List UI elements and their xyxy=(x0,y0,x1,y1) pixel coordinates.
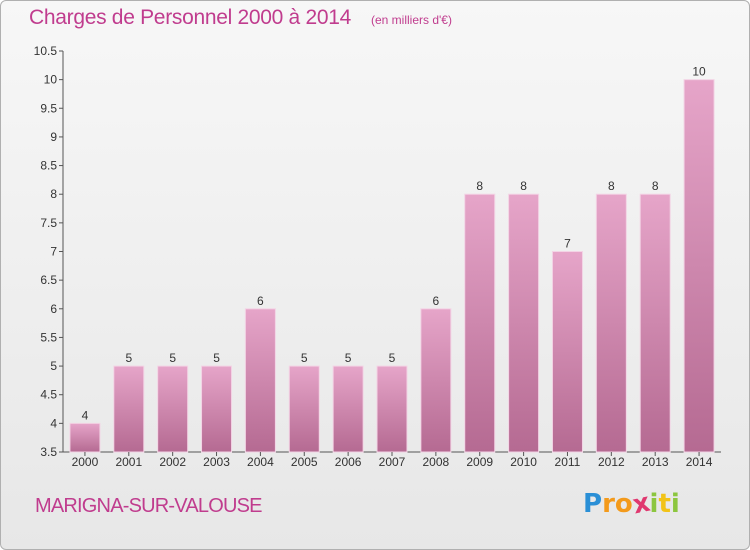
y-tick-label: 5 xyxy=(50,359,57,373)
x-tick-label: 2002 xyxy=(159,455,186,469)
bar xyxy=(639,193,671,453)
logo-letter: P xyxy=(583,489,603,519)
logo-letter: i xyxy=(649,489,659,519)
logo-letter: r xyxy=(602,489,615,519)
y-tick-label: 6 xyxy=(50,302,57,316)
logo-letter: t xyxy=(658,489,671,519)
bar-value-label: 5 xyxy=(125,351,132,365)
x-tick-label: 2011 xyxy=(555,455,581,469)
bar-value-label: 5 xyxy=(389,351,396,365)
x-tick-label: 2006 xyxy=(335,455,362,469)
bar xyxy=(551,251,583,453)
bar-value-label: 8 xyxy=(652,179,659,193)
y-tick-label: 7.5 xyxy=(40,216,57,230)
x-tick-label: 2008 xyxy=(423,455,450,469)
y-tick-label: 7 xyxy=(50,245,57,259)
bar-value-label: 10 xyxy=(692,65,706,79)
y-tick-label: 10.5 xyxy=(34,44,58,58)
bar-value-label: 8 xyxy=(520,179,527,193)
bar xyxy=(683,79,715,453)
y-tick-label: 8.5 xyxy=(40,159,57,173)
bar-value-label: 5 xyxy=(169,351,176,365)
chart-title: Charges de Personnel 2000 à 2014 xyxy=(29,6,351,29)
bar xyxy=(595,193,627,453)
y-tick-label: 4.5 xyxy=(40,388,57,402)
x-tick-label: 2000 xyxy=(72,455,99,469)
x-tick-label: 2009 xyxy=(466,455,493,469)
y-tick-label: 10 xyxy=(44,73,58,87)
bar xyxy=(464,193,496,453)
bar xyxy=(288,365,320,453)
x-tick-label: 2010 xyxy=(510,455,537,469)
x-tick-label: 2013 xyxy=(642,455,669,469)
bar-value-label: 6 xyxy=(257,294,264,308)
x-tick-label: 2001 xyxy=(115,455,142,469)
bar xyxy=(157,365,189,453)
y-tick-label: 4 xyxy=(50,416,57,430)
x-tick-label: 2012 xyxy=(598,455,625,469)
y-tick-label: 3.5 xyxy=(40,445,57,459)
bar xyxy=(376,365,408,453)
x-tick-label: 2007 xyxy=(379,455,406,469)
bar xyxy=(420,308,452,453)
bar xyxy=(508,193,540,453)
y-tick-label: 5.5 xyxy=(40,330,57,344)
bar-value-label: 5 xyxy=(213,351,220,365)
x-tick-label: 2005 xyxy=(291,455,318,469)
chart-subtitle: (en milliers d'€) xyxy=(371,13,452,27)
x-tick-label: 2004 xyxy=(247,455,274,469)
bar-value-label: 4 xyxy=(82,408,89,422)
x-tick-label: 2003 xyxy=(203,455,230,469)
bar-value-label: 5 xyxy=(301,351,308,365)
bar xyxy=(244,308,276,453)
bar xyxy=(201,365,233,453)
bar-value-label: 7 xyxy=(564,237,571,251)
y-tick-label: 9 xyxy=(50,130,57,144)
proxiti-logo: Proxiti xyxy=(583,488,680,521)
y-tick-label: 9.5 xyxy=(40,101,57,115)
y-tick-label: 6.5 xyxy=(40,273,57,287)
x-tick-label: 2014 xyxy=(686,455,713,469)
bar-value-label: 6 xyxy=(433,294,440,308)
bar-value-label: 5 xyxy=(345,351,352,365)
bar-value-label: 8 xyxy=(476,179,483,193)
bar xyxy=(332,365,364,453)
bar-value-label: 8 xyxy=(608,179,615,193)
logo-letter: o xyxy=(614,489,633,519)
bar xyxy=(113,365,145,453)
commune-name: MARIGNA-SUR-VALOUSE xyxy=(35,495,262,517)
y-tick-label: 8 xyxy=(50,187,57,201)
bar xyxy=(69,422,101,453)
logo-letter: i xyxy=(670,489,680,519)
